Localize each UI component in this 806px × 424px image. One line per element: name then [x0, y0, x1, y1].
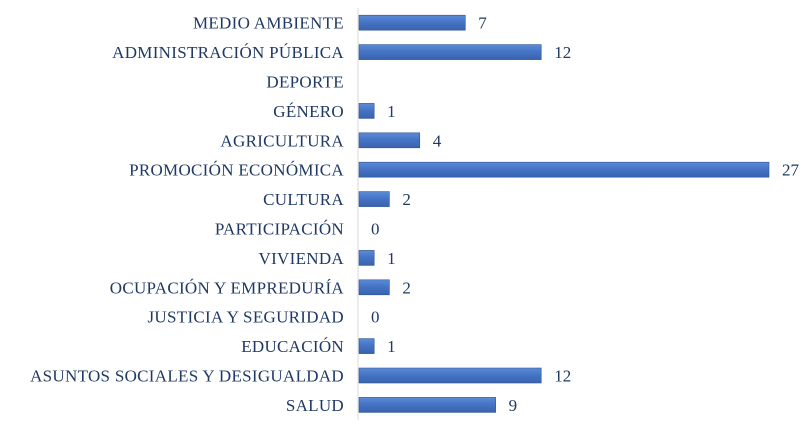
category-label: PROMOCIÓN ECONÓMICA	[129, 161, 344, 180]
category-label: EDUCACIÓN	[241, 337, 344, 356]
bar	[358, 14, 466, 31]
category-label: JUSTICIA Y SEGURIDAD	[148, 308, 344, 327]
bars	[358, 14, 770, 413]
category-label: GÉNERO	[273, 102, 344, 121]
bar	[358, 44, 542, 60]
category-label: DEPORTE	[266, 73, 344, 92]
data-label: 4	[433, 131, 442, 150]
data-label: 1	[387, 249, 396, 268]
category-label: VIVIENDA	[259, 249, 345, 268]
bar	[358, 250, 375, 266]
data-label: 2	[402, 278, 411, 297]
category-label: MEDIO AMBIENTE	[193, 14, 344, 33]
bar	[358, 132, 421, 149]
category-label: ADMINISTRACIÓN PÚBLICA	[112, 43, 344, 62]
data-label: 2	[402, 190, 411, 209]
data-label: 9	[509, 396, 517, 415]
bar	[358, 397, 496, 413]
data-label: 1	[387, 102, 396, 121]
bar	[358, 338, 375, 354]
bar	[358, 103, 375, 119]
category-label: SALUD	[286, 396, 344, 415]
data-label: 0	[371, 308, 380, 327]
bar	[358, 161, 770, 178]
category-label: AGRICULTURA	[220, 131, 344, 150]
bar	[358, 279, 390, 296]
data-label: 7	[478, 14, 487, 33]
category-labels: MEDIO AMBIENTE ADMINISTRACIÓN PÚBLICA DEPO…	[30, 14, 344, 415]
category-label: CULTURA	[263, 190, 344, 209]
data-label: 0	[371, 220, 380, 239]
bar	[358, 367, 542, 384]
data-label: 12	[554, 367, 571, 386]
category-label: OCUPACIÓN Y EMPREDURÍA	[110, 278, 345, 297]
data-label: 12	[554, 43, 571, 62]
category-label: ASUNTOS SOCIALES Y DESIGUALDAD	[30, 367, 344, 386]
data-label: 27	[782, 161, 800, 180]
category-label: PARTICIPACIÓN	[215, 220, 344, 239]
data-label: 1	[387, 337, 396, 356]
bar	[358, 191, 390, 207]
